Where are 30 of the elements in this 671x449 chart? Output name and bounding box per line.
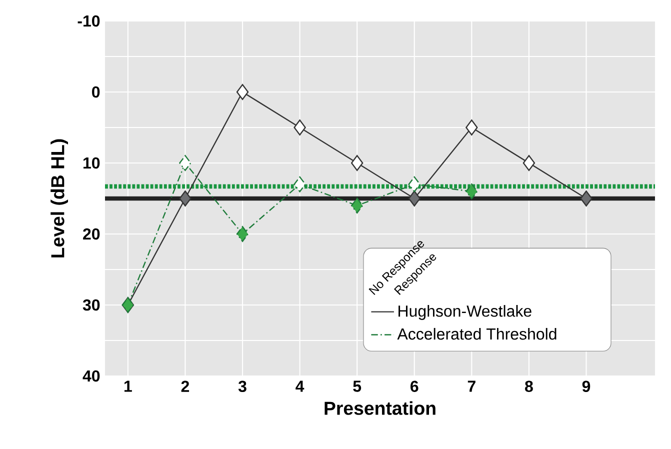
x-tick-label: 5 bbox=[353, 380, 362, 392]
point bbox=[350, 198, 364, 214]
point bbox=[350, 155, 364, 171]
y-tick-label: 20 bbox=[83, 228, 100, 240]
y-tick-label: -10 bbox=[78, 15, 100, 27]
y-tick-label: 40 bbox=[82, 370, 100, 382]
x-tick-label: 6 bbox=[410, 380, 418, 392]
y-tick-label: 30 bbox=[82, 299, 100, 311]
x-tick-label: 9 bbox=[582, 380, 590, 392]
point bbox=[466, 183, 478, 200]
x-tick-label: 7 bbox=[468, 380, 476, 392]
x-tick-label: 1 bbox=[124, 380, 132, 392]
point bbox=[408, 190, 420, 206]
point bbox=[580, 190, 592, 206]
point bbox=[294, 120, 306, 136]
point bbox=[522, 155, 536, 171]
x-tick-label: 8 bbox=[525, 380, 533, 392]
point bbox=[236, 84, 249, 100]
y-tick-label: 0 bbox=[92, 86, 100, 98]
point bbox=[236, 226, 249, 242]
x-tick-label: 4 bbox=[296, 380, 304, 392]
y-tick-label: 10 bbox=[84, 157, 100, 169]
x-tick-label: 3 bbox=[238, 380, 246, 392]
legend-label: Accelerated Threshold bbox=[397, 328, 556, 340]
point bbox=[466, 120, 478, 136]
y-axis-title: Level (dB HL) bbox=[50, 139, 68, 258]
point bbox=[179, 190, 192, 206]
x-tick-label: 2 bbox=[181, 380, 190, 392]
x-axis-title: Presentation bbox=[324, 401, 436, 415]
legend-label: Hughson-Westlake bbox=[398, 305, 532, 320]
